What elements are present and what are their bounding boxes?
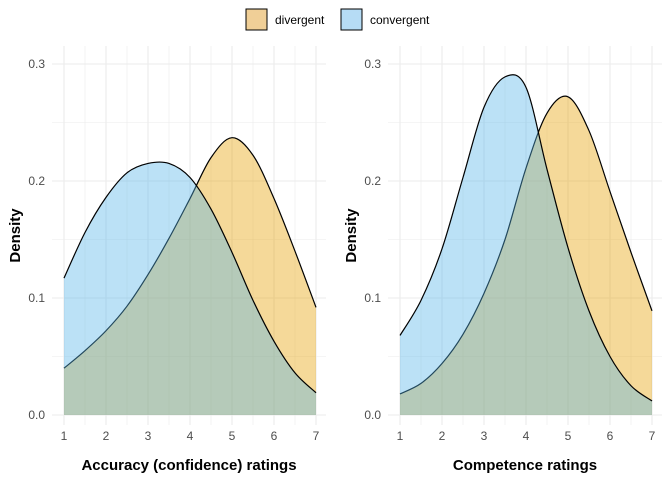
density-line-divergent (399, 95, 653, 395)
gridlines (52, 46, 326, 425)
y-axis-title: Density (343, 208, 360, 263)
y-tick-label: 0.1 (364, 291, 381, 305)
density-area-convergent (400, 74, 652, 415)
y-tick-label: 0.0 (28, 408, 45, 422)
panel-accuracy: 1 2 3 4 5 6 7 0.0 0.1 0.2 0.3 Accuracy (confidence)… (7, 46, 326, 474)
x-tick-label: 5 (565, 429, 572, 443)
y-tick-label: 0.0 (364, 408, 381, 422)
y-tick-label: 0.3 (28, 57, 45, 71)
x-axis-title: Competence ratings (453, 457, 597, 474)
y-axis-title: Density (7, 208, 24, 263)
x-tick-label: 7 (313, 429, 320, 443)
y-tick-label: 0.1 (28, 291, 45, 305)
x-tick-label: 3 (481, 429, 488, 443)
density-line-convergent (399, 74, 653, 402)
y-tick-label: 0.3 (364, 57, 381, 71)
legend-label-divergent: divergent (275, 13, 325, 27)
x-axis-title: Accuracy (confidence) ratings (81, 457, 296, 474)
legend-swatch-convergent (340, 8, 363, 31)
legend-swatch-divergent (245, 8, 268, 31)
density-line-divergent (63, 137, 317, 369)
x-tick-label: 2 (439, 429, 446, 443)
x-tick-label: 3 (145, 429, 152, 443)
x-tick-label: 5 (229, 429, 236, 443)
legend-label-convergent: convergent (370, 13, 430, 27)
density-line-convergent (63, 161, 317, 394)
y-tick-label: 0.2 (28, 174, 45, 188)
density-area-divergent (64, 137, 316, 416)
x-tick-label: 2 (103, 429, 110, 443)
x-tick-label: 4 (187, 429, 194, 443)
x-tick-label: 1 (61, 429, 68, 443)
density-area-convergent (64, 161, 316, 415)
legend: divergent convergent (245, 8, 430, 31)
x-tick-label: 1 (397, 429, 404, 443)
x-tick-label: 7 (649, 429, 656, 443)
x-tick-label: 4 (523, 429, 530, 443)
y-tick-label: 0.2 (364, 174, 381, 188)
x-tick-label: 6 (607, 429, 614, 443)
gridlines (388, 46, 662, 425)
x-tick-label: 6 (271, 429, 278, 443)
panel-competence: 1 2 3 4 5 6 7 0.0 0.1 0.2 0.3 Competence ratings Den… (343, 46, 662, 474)
